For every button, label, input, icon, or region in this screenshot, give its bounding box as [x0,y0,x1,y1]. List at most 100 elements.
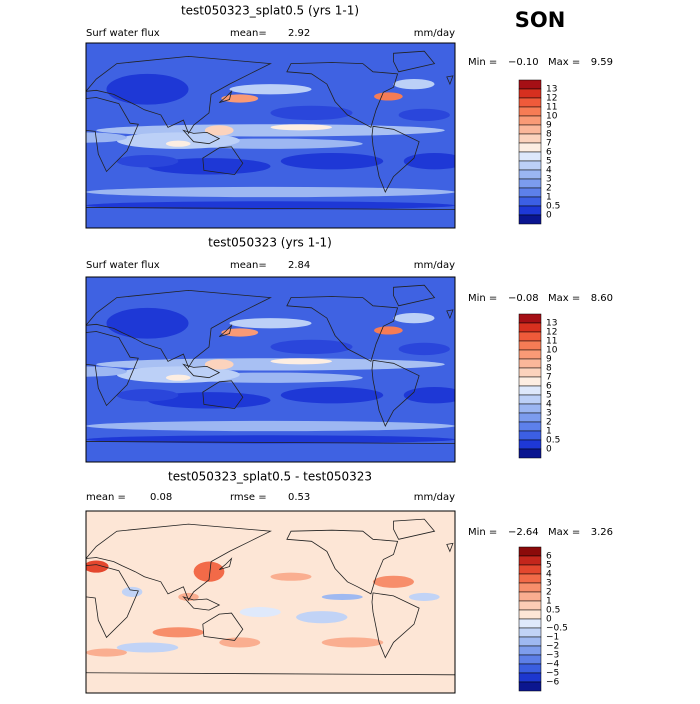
map-contour [106,307,189,339]
colorbar-box [518,654,542,665]
colorbar-label: −6 [546,678,560,688]
colorbar-label: 13 [546,319,557,329]
coastline [286,529,399,595]
colorbar-label: −3 [546,651,559,661]
colorbar-label: 0.5 [546,606,560,616]
min-label: Min = [468,293,497,304]
colorbar-box [518,133,542,144]
colorbar-box [518,627,542,638]
map-contour [116,389,179,402]
coastline [86,441,455,444]
colorbar-label: 0 [546,211,552,221]
max-value: 3.26 [591,527,613,538]
colorbar-box [518,681,542,692]
colorbar-label: 2 [546,184,552,194]
coastline [86,672,455,676]
coastline [393,50,436,73]
colorbar-label: 7 [546,139,552,149]
colorbar-box [518,394,542,405]
colorbar-box [518,367,542,378]
map-contour [86,560,109,573]
colorbar-box [518,151,542,162]
coastline [182,596,221,611]
map-contour [86,420,455,432]
coastline [182,363,221,379]
coastline [219,323,233,337]
map-contour [270,105,353,121]
colorbar-box [518,573,542,584]
colorbar-box [518,322,542,333]
max-value: 9.59 [591,57,613,68]
colorbar-box [518,331,542,342]
colorbar-label: 5 [546,561,552,571]
map-contour [229,84,312,95]
colorbar-box [518,205,542,216]
map-contour [374,92,403,101]
map-field [86,43,455,228]
coastline [446,542,454,553]
map-contour [178,592,199,601]
coastline [86,97,139,173]
coastline [86,331,139,407]
map-field [86,511,455,693]
colorbar-label: 13 [546,85,557,95]
colorbar-label: −2 [546,642,559,652]
stat-label: mean= [230,260,267,271]
colorbar-label: 0.5 [546,436,560,446]
colorbar-box [518,142,542,153]
colorbar-label: 6 [546,148,552,158]
coastline [86,207,455,210]
colorbar-label: 9 [546,355,552,365]
coastline [182,129,221,145]
stat-value: 2.84 [288,260,310,271]
coastline [202,612,244,641]
colorbar-box [518,439,542,450]
map-contour [280,152,384,170]
colorbar-box [518,178,542,189]
colorbar-label: 11 [546,103,557,113]
colorbar-label: −0.5 [546,624,568,634]
map-contour [165,140,191,147]
colorbar-label: 4 [546,400,552,410]
colorbar-label: −5 [546,669,559,679]
coastline [219,557,233,570]
colorbar-box [518,430,542,441]
map-field [86,277,455,462]
map-frame [85,276,456,463]
colorbar-label: 6 [546,552,552,562]
colorbar-box [518,115,542,126]
colorbar-label: 12 [546,94,557,104]
colorbar-box [518,672,542,683]
min-value: −0.08 [508,293,539,304]
map-contour [106,73,189,105]
colorbar-box [518,412,542,423]
min-value: −0.10 [508,57,539,68]
panel-title: test050323_splat0.5 (yrs 1-1) [181,4,359,18]
map-contour [152,627,204,638]
stat-value: 2.92 [288,28,310,39]
map-contour [116,132,240,149]
colorbar-label: 2 [546,588,552,598]
colorbar-box [518,448,542,459]
season-label: SON [515,8,566,32]
colorbar-label: 1 [546,193,552,203]
colorbar-box [518,421,542,432]
colorbar-box [518,609,542,620]
colorbar-box [518,106,542,117]
colorbar-box [518,97,542,108]
colorbar-label: 0 [546,615,552,625]
coastline [219,89,233,103]
coastline [371,359,420,427]
map-contour [86,435,455,444]
colorbar-box [518,600,542,611]
colorbar-box [518,196,542,207]
map-contour [408,592,440,601]
colorbar-box [518,582,542,593]
min-label: Min = [468,57,497,68]
coastline [86,564,139,639]
map-contour [398,108,450,122]
coastline [286,62,399,128]
colorbar-box [518,645,542,656]
map-contour [116,366,240,383]
